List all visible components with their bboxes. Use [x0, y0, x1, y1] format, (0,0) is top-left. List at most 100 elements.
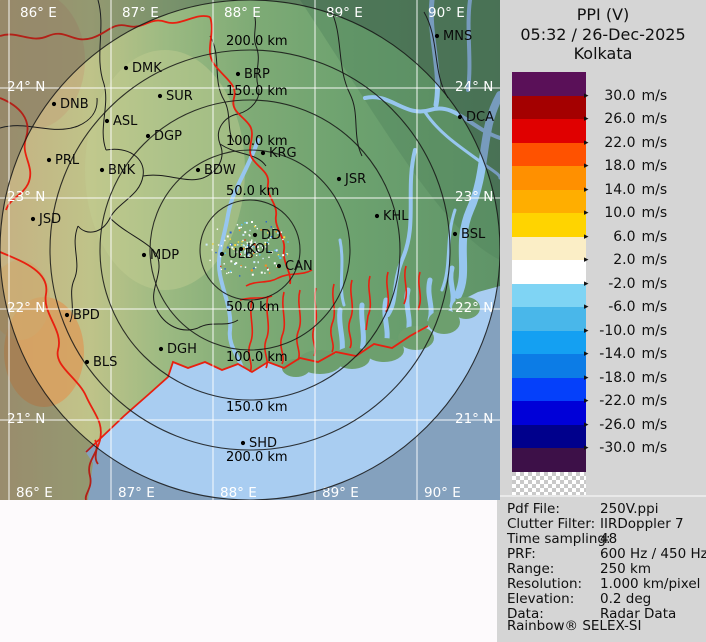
- echo-pixel: [276, 236, 278, 239]
- echo-pixel: [246, 241, 248, 244]
- echo-pixel: [246, 253, 249, 256]
- range-dim-mask: [0, 0, 500, 500]
- echo-pixel: [234, 263, 236, 265]
- echo-pixel: [229, 231, 232, 234]
- echo-pixel: [267, 229, 270, 231]
- echo-pixel: [211, 249, 213, 251]
- legend-tick-value: 26.0: [604, 111, 636, 127]
- echo-pixel: [257, 250, 260, 253]
- echo-pixel: [253, 246, 255, 248]
- legend-tick-unit: m/s: [641, 158, 668, 174]
- radar-map: 86° E 86° E 87° E 87° E 88° E 88° E 89° E 89° E…: [0, 0, 504, 501]
- echo-pixel: [244, 250, 247, 253]
- echo-pixel: [239, 253, 241, 256]
- city-dot: [235, 71, 241, 77]
- legend-tick: ▸ 2.0 m/s: [584, 251, 704, 270]
- legend-color-band: [512, 95, 586, 119]
- echo-pixel: [205, 243, 208, 246]
- echo-pixel: [244, 252, 246, 254]
- echo-pixel: [247, 252, 249, 254]
- echo-pixel: [236, 224, 239, 226]
- delta-red-outlines: [239, 265, 422, 373]
- city-label: JSD: [38, 212, 61, 227]
- echo-pixel: [256, 244, 258, 246]
- longitude-label-top: 88° E: [224, 5, 261, 21]
- city-label: CAN: [285, 259, 313, 274]
- legend-tick: ▸ -6.0 m/s: [584, 298, 704, 317]
- latitude-label-left: 24° N: [7, 79, 45, 95]
- info-row: Range: 250 km: [500, 561, 706, 577]
- city-label: BSL: [461, 227, 486, 242]
- echo-pixel: [274, 249, 276, 252]
- echo-pixel: [245, 221, 248, 224]
- longitude-label-top: 87° E: [122, 5, 159, 21]
- echo-pixel: [279, 257, 282, 259]
- radar-map-canvas: 86° E 86° E 87° E 87° E 88° E 88° E 89° E 89° E…: [0, 0, 504, 501]
- legend-tick-unit: m/s: [641, 205, 668, 221]
- legend-tick-unit: m/s: [641, 181, 668, 198]
- echo-pixel: [250, 240, 253, 243]
- info-value: IIRDoppler 7: [600, 516, 684, 532]
- echo-pixel: [234, 251, 237, 254]
- echo-pixel: [245, 247, 248, 250]
- legend-color-band: [512, 354, 586, 378]
- echo-pixel: [230, 260, 233, 263]
- echo-pixel: [282, 254, 285, 257]
- legend-tick-arrow-icon: ▸: [584, 302, 589, 312]
- echo-pixel: [226, 235, 229, 238]
- city-dot: [457, 114, 463, 120]
- echo-pixel: [253, 267, 255, 270]
- echo-pixel: [265, 245, 268, 248]
- legend-tick: ▸ 18.0 m/s: [584, 157, 704, 176]
- echo-pixel: [237, 241, 240, 243]
- city-label: DGH: [167, 342, 197, 357]
- echo-pixel: [249, 235, 251, 237]
- echo-pixel: [262, 257, 264, 260]
- longitude-label-bottom: 90° E: [424, 485, 461, 500]
- city-dot: [195, 167, 201, 173]
- legend-tick-arrow-icon: ▸: [584, 184, 589, 195]
- echo-pixel: [241, 244, 243, 246]
- echo-pixel: [249, 241, 251, 243]
- echo-pixel: [250, 241, 253, 244]
- legend-tick-arrow-icon: ▸: [584, 349, 589, 359]
- info-label: Pdf File:: [507, 501, 560, 517]
- city-label: KRG: [269, 146, 297, 161]
- echo-pixel: [253, 261, 256, 264]
- city-dot: [434, 33, 440, 39]
- range-ring-label-top: 150.0 km: [226, 84, 288, 99]
- echo-pixel: [267, 239, 270, 241]
- city-dot: [84, 359, 90, 365]
- legend-tick: ▸ -2.0 m/s: [584, 274, 704, 293]
- echo-pixel: [230, 271, 232, 274]
- legend-tick: ▸ 30.0 m/s: [584, 86, 704, 105]
- echo-pixel: [236, 251, 238, 253]
- info-row: Data: Radar Data: [500, 606, 706, 622]
- legend-tick-arrow-icon: ▸: [584, 137, 589, 148]
- city-label: DD: [261, 228, 281, 243]
- echo-pixel: [251, 245, 254, 247]
- city-label: DMK: [132, 61, 162, 76]
- timestamp: 05:32 / 26-Dec-2025: [520, 25, 686, 44]
- legend-tick-arrow-icon: ▸: [584, 231, 589, 242]
- info-value: 48: [600, 531, 618, 547]
- echo-pixel: [243, 244, 245, 246]
- echo-pixel: [233, 248, 235, 250]
- echo-pixel: [244, 266, 247, 268]
- legend-color-band: [512, 448, 586, 472]
- legend-tick-arrow-icon: ▸: [584, 419, 589, 430]
- echo-pixel: [268, 272, 271, 274]
- city-dot: [123, 65, 129, 71]
- info-label: Elevation:: [507, 591, 575, 607]
- city-dot: [157, 93, 163, 99]
- echo-pixel: [224, 268, 226, 270]
- city-dot: [99, 167, 105, 173]
- legend-tick-unit: m/s: [641, 393, 668, 409]
- legend-tick-value: 30.0: [604, 87, 636, 104]
- legend-color-band: [512, 401, 586, 425]
- info-row: Elevation: 0.2 deg: [500, 591, 706, 607]
- range-ring-label-top: 100.0 km: [226, 134, 288, 149]
- echo-pixel: [272, 228, 275, 230]
- echo-pixel: [256, 227, 258, 230]
- city-dot: [158, 346, 164, 352]
